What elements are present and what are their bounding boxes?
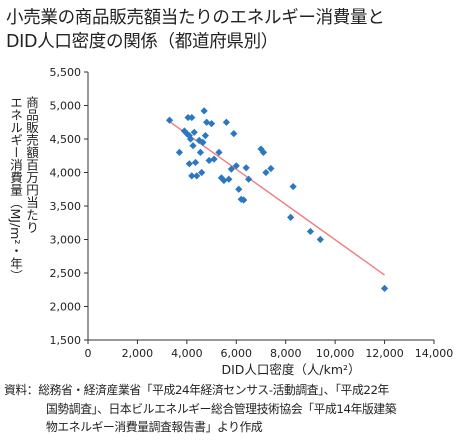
y-axis-label-line-2: エネルギー消費量（MJ/m²・年） [8,96,23,282]
data-point [193,172,201,180]
data-point [230,130,238,138]
x-tick-label: 10,000 [316,347,355,360]
data-points [165,107,389,293]
y-axis-label: 商品販売額百万円当たり エネルギー消費量（MJ/m²・年） [8,96,39,316]
data-point [262,168,270,177]
data-point [380,284,389,293]
data-point [316,235,324,244]
data-point [289,182,297,191]
y-tick-label: 2,000 [50,301,82,314]
x-axis-label: DID人口密度（人/km²） [221,362,360,377]
source-line-1: 資料：総務省・経済産業省「平成24年経済センサス-活動調査」、「平成22年 [4,383,389,397]
data-point [189,142,197,150]
chart-title-line-1: 小売業の商品販売額当たりのエネルギー消費量と [6,8,385,28]
data-point [225,175,233,183]
data-point [185,160,193,168]
data-point [220,176,228,185]
data-point [207,119,216,128]
data-point [267,164,275,173]
data-point [196,148,205,156]
plot-axes [87,72,434,341]
y-tick-label: 5,500 [50,66,82,79]
chart-title-line-2: DID人口密度の関係（都道府県別） [6,32,279,52]
data-point [199,138,207,146]
data-point [186,135,195,143]
data-point [210,155,218,163]
y-tick-label: 1,500 [50,334,82,347]
data-point [235,185,243,193]
y-tick-label: 3,000 [50,234,82,247]
data-point [198,168,206,177]
x-tick-label: 6,000 [221,347,253,360]
data-point [175,148,184,156]
y-axis-ticks: 1,500 2,000 2,500 3,000 3,500 4,000 4,500 5,000… [50,66,88,347]
data-point [201,132,209,140]
data-point [232,162,240,170]
data-point [188,172,196,180]
y-tick-label: 2,500 [50,267,82,280]
data-point [200,107,208,115]
x-tick-label: 12,000 [365,347,404,360]
data-point [259,148,268,156]
data-point [245,175,253,183]
y-tick-label: 5,000 [50,100,82,113]
data-point [165,116,174,124]
source-note: 資料：総務省・経済産業省「平成24年経済センサス-活動調査」、「平成22年 国勢… [4,381,466,437]
data-point [215,148,223,156]
data-point [188,113,196,122]
source-line-3: 物エネルギー消費量調査報告書」より作成 [46,420,263,434]
x-axis-ticks: 0 2,000 4,000 6,000 8,000 10,000 12,000 14,000 [85,340,454,360]
data-point [184,113,192,122]
source-line-2: 国勢調査」、日本ビルエネルギー総合管理技術協会「平成14年版建築 [46,401,397,416]
data-point [287,213,295,221]
x-tick-label: 8,000 [270,347,302,360]
trend-line [169,121,385,276]
x-tick-label: 0 [85,347,92,360]
data-point [306,227,315,236]
x-tick-label: 4,000 [171,347,203,360]
chart-title: 小売業の商品販売額当たりのエネルギー消費量と DID人口密度の関係（都道府県別） [6,6,462,54]
data-point [191,158,200,167]
data-point [227,165,235,173]
y-tick-label: 4,500 [50,133,82,146]
data-point [222,118,230,126]
x-tick-label: 2,000 [122,347,154,360]
y-axis-label-line-1: 商品販売額百万円当たり [24,96,39,234]
data-point [242,164,250,172]
y-tick-label: 3,500 [50,200,82,213]
data-point [190,128,198,136]
data-point [205,156,213,165]
data-point [203,118,211,126]
x-tick-label: 14,000 [415,347,454,360]
data-point [240,196,248,204]
y-tick-label: 4,000 [50,167,82,180]
